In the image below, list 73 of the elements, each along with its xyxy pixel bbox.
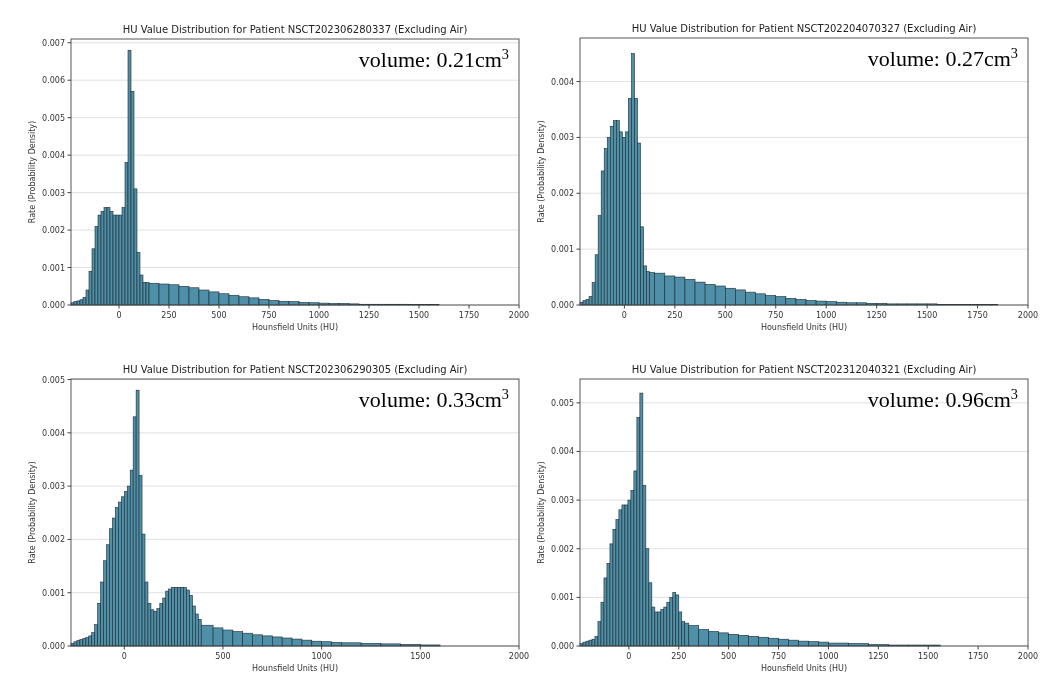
x-axis-title: Hounsfield Units (HU)	[251, 664, 339, 673]
x-tick-label: 0	[621, 311, 627, 320]
y-tick-label: 0.000	[42, 301, 65, 310]
x-tick-label: 0	[626, 652, 632, 661]
y-tick-label: 0.002	[551, 544, 574, 554]
x-tick-label: 0	[121, 652, 127, 661]
y-axis-title: Rate (Probability Density)	[537, 461, 546, 564]
x-tick-label: 1750	[967, 311, 988, 320]
x-tick-label: 1000	[818, 652, 839, 661]
y-tick-label: 0.001	[551, 245, 574, 255]
x-axis-title: Hounsfield Units (HU)	[251, 323, 339, 332]
y-tick-label: 0.003	[42, 482, 65, 492]
x-tick-label: 1750	[967, 652, 989, 661]
y-tick-label: 0.002	[42, 535, 65, 545]
x-tick-label: 500	[211, 311, 227, 320]
y-tick-label: 0.003	[42, 188, 65, 198]
y-tick-label: 0.003	[551, 133, 574, 143]
x-tick-label: 250	[161, 311, 177, 320]
x-tick-label: 2000	[1017, 311, 1039, 320]
y-tick-label: 0.004	[42, 428, 65, 438]
x-tick-label: 1500	[410, 652, 431, 661]
y-tick-label: 0.000	[551, 301, 574, 310]
x-tick-label: 2000	[1017, 652, 1039, 661]
x-tick-label: 1250	[868, 652, 889, 661]
x-axis-title: Hounsfield Units (HU)	[760, 664, 848, 673]
y-axis-title: Rate (Probability Density)	[28, 120, 37, 224]
y-tick-label: 0.005	[42, 113, 65, 123]
x-tick-label: 1500	[408, 311, 430, 320]
y-tick-label: 0.000	[42, 642, 65, 651]
annotation: volume: 0.96cm$^{3}$	[867, 386, 1018, 412]
x-tick-label: 1500	[916, 311, 938, 320]
chart-title: HU Value Distribution for Patient NSCT202306280337 (Excluding Air)	[122, 24, 468, 35]
y-tick-label: 0.001	[551, 593, 574, 603]
x-tick-label: 500	[717, 311, 733, 320]
x-tick-label: 0	[116, 311, 122, 320]
y-tick-label: 0.002	[42, 226, 65, 236]
y-axis-title: Rate (Probability Density)	[28, 461, 37, 564]
x-tick-label: 1750	[458, 311, 480, 320]
x-tick-label: 1250	[358, 311, 380, 320]
annotation: volume: 0.21cm$^{3}$	[358, 46, 509, 72]
y-tick-label: 0.004	[551, 77, 574, 87]
x-tick-label: 750	[261, 311, 277, 320]
y-tick-label: 0.002	[551, 189, 574, 199]
chart-title: HU Value Distribution for Patient NSCT202306290305 (Excluding Air)	[122, 364, 468, 375]
chart-title: HU Value Distribution for Patient NSCT202204070327 (Excluding Air)	[631, 23, 977, 34]
y-tick-label: 0.004	[42, 151, 65, 161]
annotation: volume: 0.27cm$^{3}$	[867, 45, 1018, 71]
x-tick-label: 500	[215, 652, 231, 661]
annotation: volume: 0.33cm$^{3}$	[358, 386, 509, 412]
y-axis-title: Rate (Probability Density)	[537, 120, 546, 223]
x-tick-label: 1000	[816, 311, 837, 320]
x-tick-label: 1500	[918, 652, 939, 661]
x-tick-label: 1000	[308, 311, 330, 320]
y-tick-label: 0.000	[551, 642, 574, 651]
x-tick-label: 500	[721, 652, 737, 661]
y-tick-label: 0.004	[551, 447, 574, 457]
x-tick-label: 2000	[508, 311, 530, 320]
chart-title: HU Value Distribution for Patient NSCT202312040321 (Excluding Air)	[631, 364, 977, 375]
y-tick-label: 0.006	[42, 76, 65, 86]
y-tick-label: 0.005	[551, 398, 574, 408]
x-tick-label: 750	[770, 652, 787, 661]
y-tick-label: 0.005	[42, 375, 65, 385]
x-tick-label: 2000	[508, 652, 530, 661]
x-tick-label: 1250	[866, 311, 887, 320]
x-tick-label: 250	[667, 311, 683, 320]
y-tick-label: 0.007	[42, 38, 65, 48]
y-tick-label: 0.001	[42, 588, 65, 598]
x-axis-title: Hounsfield Units (HU)	[760, 323, 848, 332]
y-tick-label: 0.001	[42, 263, 65, 273]
x-tick-label: 1000	[311, 652, 332, 661]
x-tick-label: 750	[768, 311, 784, 320]
x-tick-label: 250	[671, 652, 687, 661]
y-tick-label: 0.003	[551, 496, 574, 506]
